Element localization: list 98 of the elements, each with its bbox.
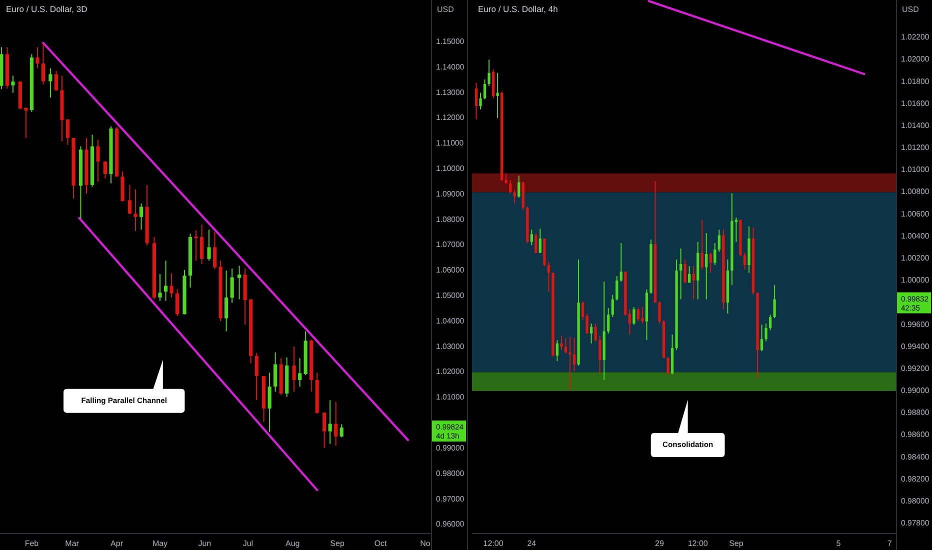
candlestick — [483, 79, 486, 100]
x-tick-label: 7 — [887, 539, 892, 548]
candlestick — [504, 172, 508, 184]
candlestick — [594, 323, 597, 342]
candlestick — [518, 175, 520, 198]
candlestick — [513, 189, 516, 204]
candlestick — [764, 323, 768, 342]
candlestick — [611, 294, 614, 318]
x-tick-label: 12:00 — [688, 539, 708, 548]
candlestick — [328, 400, 332, 444]
candlestick — [66, 118, 70, 146]
x-tick-label: Sep — [330, 539, 345, 548]
candlestick — [237, 265, 242, 300]
candlestick — [568, 336, 572, 390]
candlestick — [212, 231, 217, 270]
candlestick — [54, 70, 58, 92]
x-tick-label: Feb — [24, 539, 40, 548]
candlestick — [547, 261, 550, 292]
x-tick-label: Jun — [198, 539, 212, 548]
candlestick — [496, 72, 499, 119]
candlestick — [488, 59, 490, 87]
candlestick — [743, 252, 746, 270]
x-tick-label: Jul — [242, 539, 254, 548]
x-tick-label: 29 — [655, 539, 664, 548]
candlestick — [700, 219, 704, 270]
candlestick — [773, 284, 776, 319]
x-tick-label: 24 — [527, 539, 537, 548]
candlestick — [230, 268, 234, 304]
candlestick — [36, 46, 40, 69]
candlestick — [556, 340, 559, 362]
y-axis-title: USD — [902, 5, 920, 14]
candlestick — [688, 266, 691, 284]
text: Euro / U.S. Dollar, 4h — [478, 4, 558, 14]
candlestick — [534, 232, 538, 254]
candlestick — [254, 352, 258, 401]
candlestick — [11, 75, 15, 94]
candlestick — [96, 139, 100, 182]
candlestick — [760, 324, 764, 352]
y-axis-title: USD — [437, 5, 454, 14]
x-tick-label: Apr — [110, 539, 124, 548]
candlestick — [200, 224, 204, 264]
candlestick — [176, 288, 180, 317]
candlestick — [268, 372, 272, 433]
candlestick — [41, 43, 46, 85]
candlestick — [298, 358, 302, 388]
candlestick — [530, 229, 533, 246]
candlestick — [768, 314, 772, 331]
candlestick — [139, 202, 144, 230]
candlestick — [692, 266, 695, 300]
candlestick — [340, 424, 344, 438]
candlestick — [538, 228, 542, 254]
x-tick-label: May — [152, 539, 168, 548]
candlestick — [274, 352, 278, 392]
candlestick — [292, 346, 296, 392]
candlestick — [590, 323, 593, 344]
candlestick — [636, 308, 640, 322]
candlestick — [684, 259, 686, 284]
candlestick — [607, 308, 610, 334]
x-tick-label: Aug — [286, 539, 300, 548]
x-tick-label: Mar — [65, 539, 80, 548]
candlestick — [509, 180, 512, 194]
candlestick — [224, 270, 228, 332]
candlestick — [170, 272, 174, 298]
candlestick — [632, 306, 636, 326]
candlestick — [705, 232, 708, 300]
candlestick — [628, 308, 631, 336]
candlestick — [616, 276, 618, 301]
candlestick — [598, 335, 602, 374]
x-tick-label: 12:00 — [483, 539, 504, 548]
candlestick — [24, 107, 28, 138]
candlestick — [709, 252, 712, 274]
candlestick — [564, 337, 568, 354]
candlestick — [103, 161, 108, 179]
candlestick — [474, 82, 478, 120]
text: Euro / U.S. Dollar, 3D — [6, 4, 88, 14]
x-tick-label: 5 — [836, 539, 842, 548]
candlestick — [560, 335, 563, 351]
candlestick — [128, 184, 132, 215]
candlestick — [572, 337, 576, 372]
candlestick — [714, 242, 716, 266]
candlestick — [641, 306, 644, 324]
x-tick-label: No — [420, 539, 431, 548]
candlestick — [134, 189, 138, 232]
x-tick-label: Oct — [374, 539, 388, 548]
candlestick — [48, 68, 52, 98]
candlestick — [658, 301, 661, 324]
candlestick — [334, 401, 338, 446]
candlestick — [164, 260, 168, 302]
candlestick — [666, 357, 670, 375]
x-tick-label: Sep — [729, 539, 744, 548]
candlestick — [718, 229, 720, 252]
candlestick — [679, 248, 682, 300]
candlestick — [194, 230, 198, 262]
candlestick — [620, 242, 622, 282]
candlestick — [158, 274, 162, 302]
candlestick — [322, 412, 326, 448]
candlestick — [479, 92, 482, 110]
candlestick — [207, 229, 211, 262]
